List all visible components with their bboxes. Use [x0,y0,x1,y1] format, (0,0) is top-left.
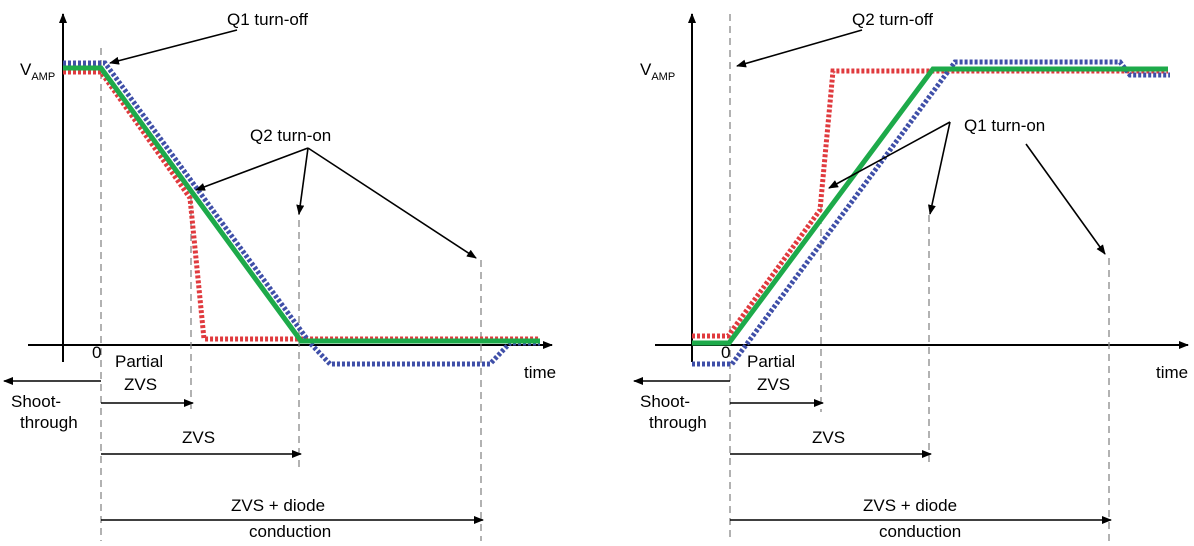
left-time-label: time [524,363,556,382]
right-red-trace [692,68,1168,339]
left-partial-zvs-label: ZVS [124,375,157,394]
right-q2-turnoff-label: Q2 turn-off [852,10,933,29]
left-q1-turnoff-label: Q1 turn-off [227,10,308,29]
left-q2-arrow-2 [296,147,309,215]
left-q2-turnon-label: Q2 turn-on [250,126,331,145]
left-panel: VAMP 0 time Q1 turn-off Q2 turn-on Parti… [3,10,556,541]
right-origin-label: 0 [721,343,730,362]
right-conduction-label: conduction [879,522,961,541]
left-origin-label: 0 [92,343,101,362]
right-zvs-diode-label: ZVS + diode [863,496,957,515]
right-shoot-label: Shoot- [640,392,690,411]
right-panel: VAMP 0 time Q2 turn-off Q1 turn-on Parti… [633,10,1189,541]
left-blue-trace [63,60,540,367]
right-q2-turnoff-arrow [736,29,863,68]
left-through-label: through [20,413,78,432]
left-green-trace [63,65,540,344]
right-partial-label: Partial [747,352,795,371]
right-through-label: through [649,413,707,432]
left-conduction-label: conduction [249,522,331,541]
right-green-trace [692,66,1168,346]
right-blue-trace [692,59,1170,367]
left-partial-label: Partial [115,352,163,371]
right-q1-arrow-3 [1025,143,1106,255]
right-time-label: time [1156,363,1188,382]
left-shoot-label: Shoot- [11,392,61,411]
left-zvs-label: ZVS [182,428,215,447]
left-zvs-diode-label: ZVS + diode [231,496,325,515]
left-vamp-label: VAMP [20,60,55,83]
right-q1-arrow-1 [828,121,951,189]
right-q1-turnon-label: Q1 turn-on [964,116,1045,135]
left-q1-turnoff-arrow [109,29,238,65]
left-q2-arrow-1 [195,147,309,191]
left-q2-arrow-3 [307,147,477,259]
right-partial-zvs-label: ZVS [757,375,790,394]
right-zvs-label: ZVS [812,428,845,447]
right-vamp-label: VAMP [640,60,675,83]
right-q1-arrow-2 [928,121,951,215]
